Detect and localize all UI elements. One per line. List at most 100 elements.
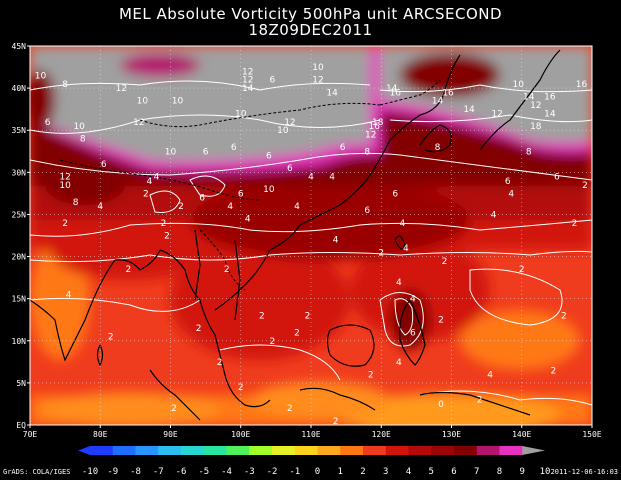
colorbar-label: -9 bbox=[107, 467, 118, 477]
contour-label: 12 bbox=[284, 118, 295, 128]
lon-label: 110E bbox=[301, 430, 320, 439]
contour-label: 6 bbox=[203, 147, 209, 157]
colorbar-label: -4 bbox=[221, 467, 232, 477]
contour-label: 2 bbox=[582, 181, 588, 191]
colorbar-label: 2 bbox=[360, 467, 365, 477]
colorbar-swatch bbox=[431, 446, 455, 455]
contour-label: 14 bbox=[432, 97, 444, 107]
contour-label: 16 bbox=[442, 88, 454, 98]
colorbar-label: 1 bbox=[338, 467, 343, 477]
lat-label: EQ bbox=[16, 421, 26, 430]
contour-label: 2 bbox=[62, 219, 68, 229]
contour-label: 2 bbox=[161, 219, 167, 229]
colorbar-label: -7 bbox=[153, 467, 164, 477]
contour-label: 8 bbox=[73, 198, 79, 208]
contour-label: 2 bbox=[442, 257, 448, 267]
contour-label: 14 bbox=[326, 88, 338, 98]
lon-label: 130E bbox=[442, 430, 461, 439]
lat-label: 30N bbox=[12, 168, 27, 177]
colorbar-left-arrow bbox=[78, 446, 90, 455]
colorbar-label: -10 bbox=[82, 467, 98, 477]
contour-label: 6 bbox=[45, 118, 51, 128]
contour-label: 14 bbox=[242, 84, 254, 94]
colorbar-swatch bbox=[408, 446, 432, 455]
contour-label: 10 bbox=[35, 71, 47, 81]
lon-label: 90E bbox=[163, 430, 178, 439]
contour-label: 6 bbox=[410, 328, 416, 338]
contour-label: 2 bbox=[572, 219, 578, 229]
contour-label: 12 bbox=[116, 84, 127, 94]
contour-label: 2 bbox=[378, 248, 384, 258]
contour-label: 4 bbox=[66, 290, 72, 300]
contour-label: 4 bbox=[147, 177, 153, 187]
contour-label: 12 bbox=[133, 118, 144, 128]
colorbar-label: 3 bbox=[383, 467, 388, 477]
contour-label: 4 bbox=[399, 219, 405, 229]
contour-label: 4 bbox=[154, 173, 160, 183]
contour-label: 14 bbox=[386, 84, 398, 94]
colorbar-swatch bbox=[181, 446, 205, 455]
contour-label: 2 bbox=[171, 404, 177, 414]
colorbar-label: 10 bbox=[540, 467, 551, 477]
contour-label: 2 bbox=[550, 366, 556, 376]
colorbar-swatch bbox=[203, 446, 227, 455]
colorbar-swatch bbox=[158, 446, 182, 455]
colorbar-swatch bbox=[112, 446, 136, 455]
colorbar-label: 0 bbox=[315, 467, 320, 477]
contour-label: 10 bbox=[263, 185, 275, 195]
contour-label: 4 bbox=[508, 189, 514, 199]
contour-label: 2 bbox=[269, 337, 275, 347]
contour-label: 12 bbox=[242, 67, 253, 77]
contour-label: 2 bbox=[561, 312, 567, 322]
contour-label: 2 bbox=[164, 232, 170, 242]
contour-label: 6 bbox=[199, 194, 205, 204]
contour-label: 12 bbox=[491, 109, 502, 119]
colorbar-label: 8 bbox=[497, 467, 502, 477]
lat-label: 25N bbox=[12, 210, 27, 219]
contour-label: 16 bbox=[544, 93, 556, 103]
footer-credit: GrADS: COLA/IGES bbox=[3, 468, 70, 476]
contour-label: 6 bbox=[266, 151, 272, 161]
longitude-labels: 70E 80E 90E 100E 110E 120E 130E 140E 150E bbox=[23, 430, 602, 439]
contour-label: 10 bbox=[73, 122, 85, 132]
lat-label: 5N bbox=[16, 379, 26, 388]
colorbar-swatch bbox=[135, 446, 159, 455]
contour-label: 6 bbox=[364, 206, 370, 216]
contour-label: 4 bbox=[396, 358, 402, 368]
contour-label: 6 bbox=[231, 143, 237, 153]
contour-label: 2 bbox=[477, 396, 483, 406]
contour-label: 4 bbox=[308, 173, 314, 183]
lat-label: 15N bbox=[12, 295, 27, 304]
contour-label: 4 bbox=[329, 173, 335, 183]
contour-label: 2 bbox=[438, 316, 444, 326]
colorbar-label: 6 bbox=[451, 467, 456, 477]
contour-label: 10 bbox=[277, 126, 289, 136]
lon-label: 70E bbox=[23, 430, 38, 439]
colorbar-label: 5 bbox=[429, 467, 434, 477]
contour-label: 4 bbox=[396, 278, 402, 288]
colorbar-labels: -10 -9 -8 -7 -6 -5 -4 -3 -2 -1 0 1 2 3 4 5 6 7 8 9 10 bbox=[82, 467, 551, 477]
contour-label: 8 bbox=[364, 147, 370, 157]
colorbar-label: -6 bbox=[176, 467, 187, 477]
title-line-1: MEL Absolute Vorticity 500hPa unit ARCSE… bbox=[118, 5, 503, 23]
contour-label: 8 bbox=[62, 80, 68, 90]
colorbar-label: -8 bbox=[130, 467, 141, 477]
contour-label: 2 bbox=[125, 265, 131, 275]
colorbar-label: 7 bbox=[474, 467, 479, 477]
contour-label: 12 bbox=[59, 173, 70, 183]
chart-title: MEL Absolute Vorticity 500hPa unit ARCSE… bbox=[0, 6, 621, 38]
contour-label: 4 bbox=[245, 215, 251, 225]
colorbar bbox=[78, 446, 545, 455]
contour-label: 16 bbox=[390, 88, 402, 98]
contour-label: 6 bbox=[392, 189, 398, 199]
lon-label: 100E bbox=[231, 430, 250, 439]
title-line-2: 18Z09DEC2011 bbox=[248, 21, 373, 39]
colorbar-label: -3 bbox=[244, 467, 255, 477]
contour-label: 14 bbox=[463, 105, 475, 115]
colorbar-swatch bbox=[317, 446, 341, 455]
contour-label: 10 bbox=[59, 181, 71, 191]
colorbar-label: -5 bbox=[198, 467, 209, 477]
contour-label: 6 bbox=[554, 173, 560, 183]
lat-label: 35N bbox=[12, 126, 27, 135]
